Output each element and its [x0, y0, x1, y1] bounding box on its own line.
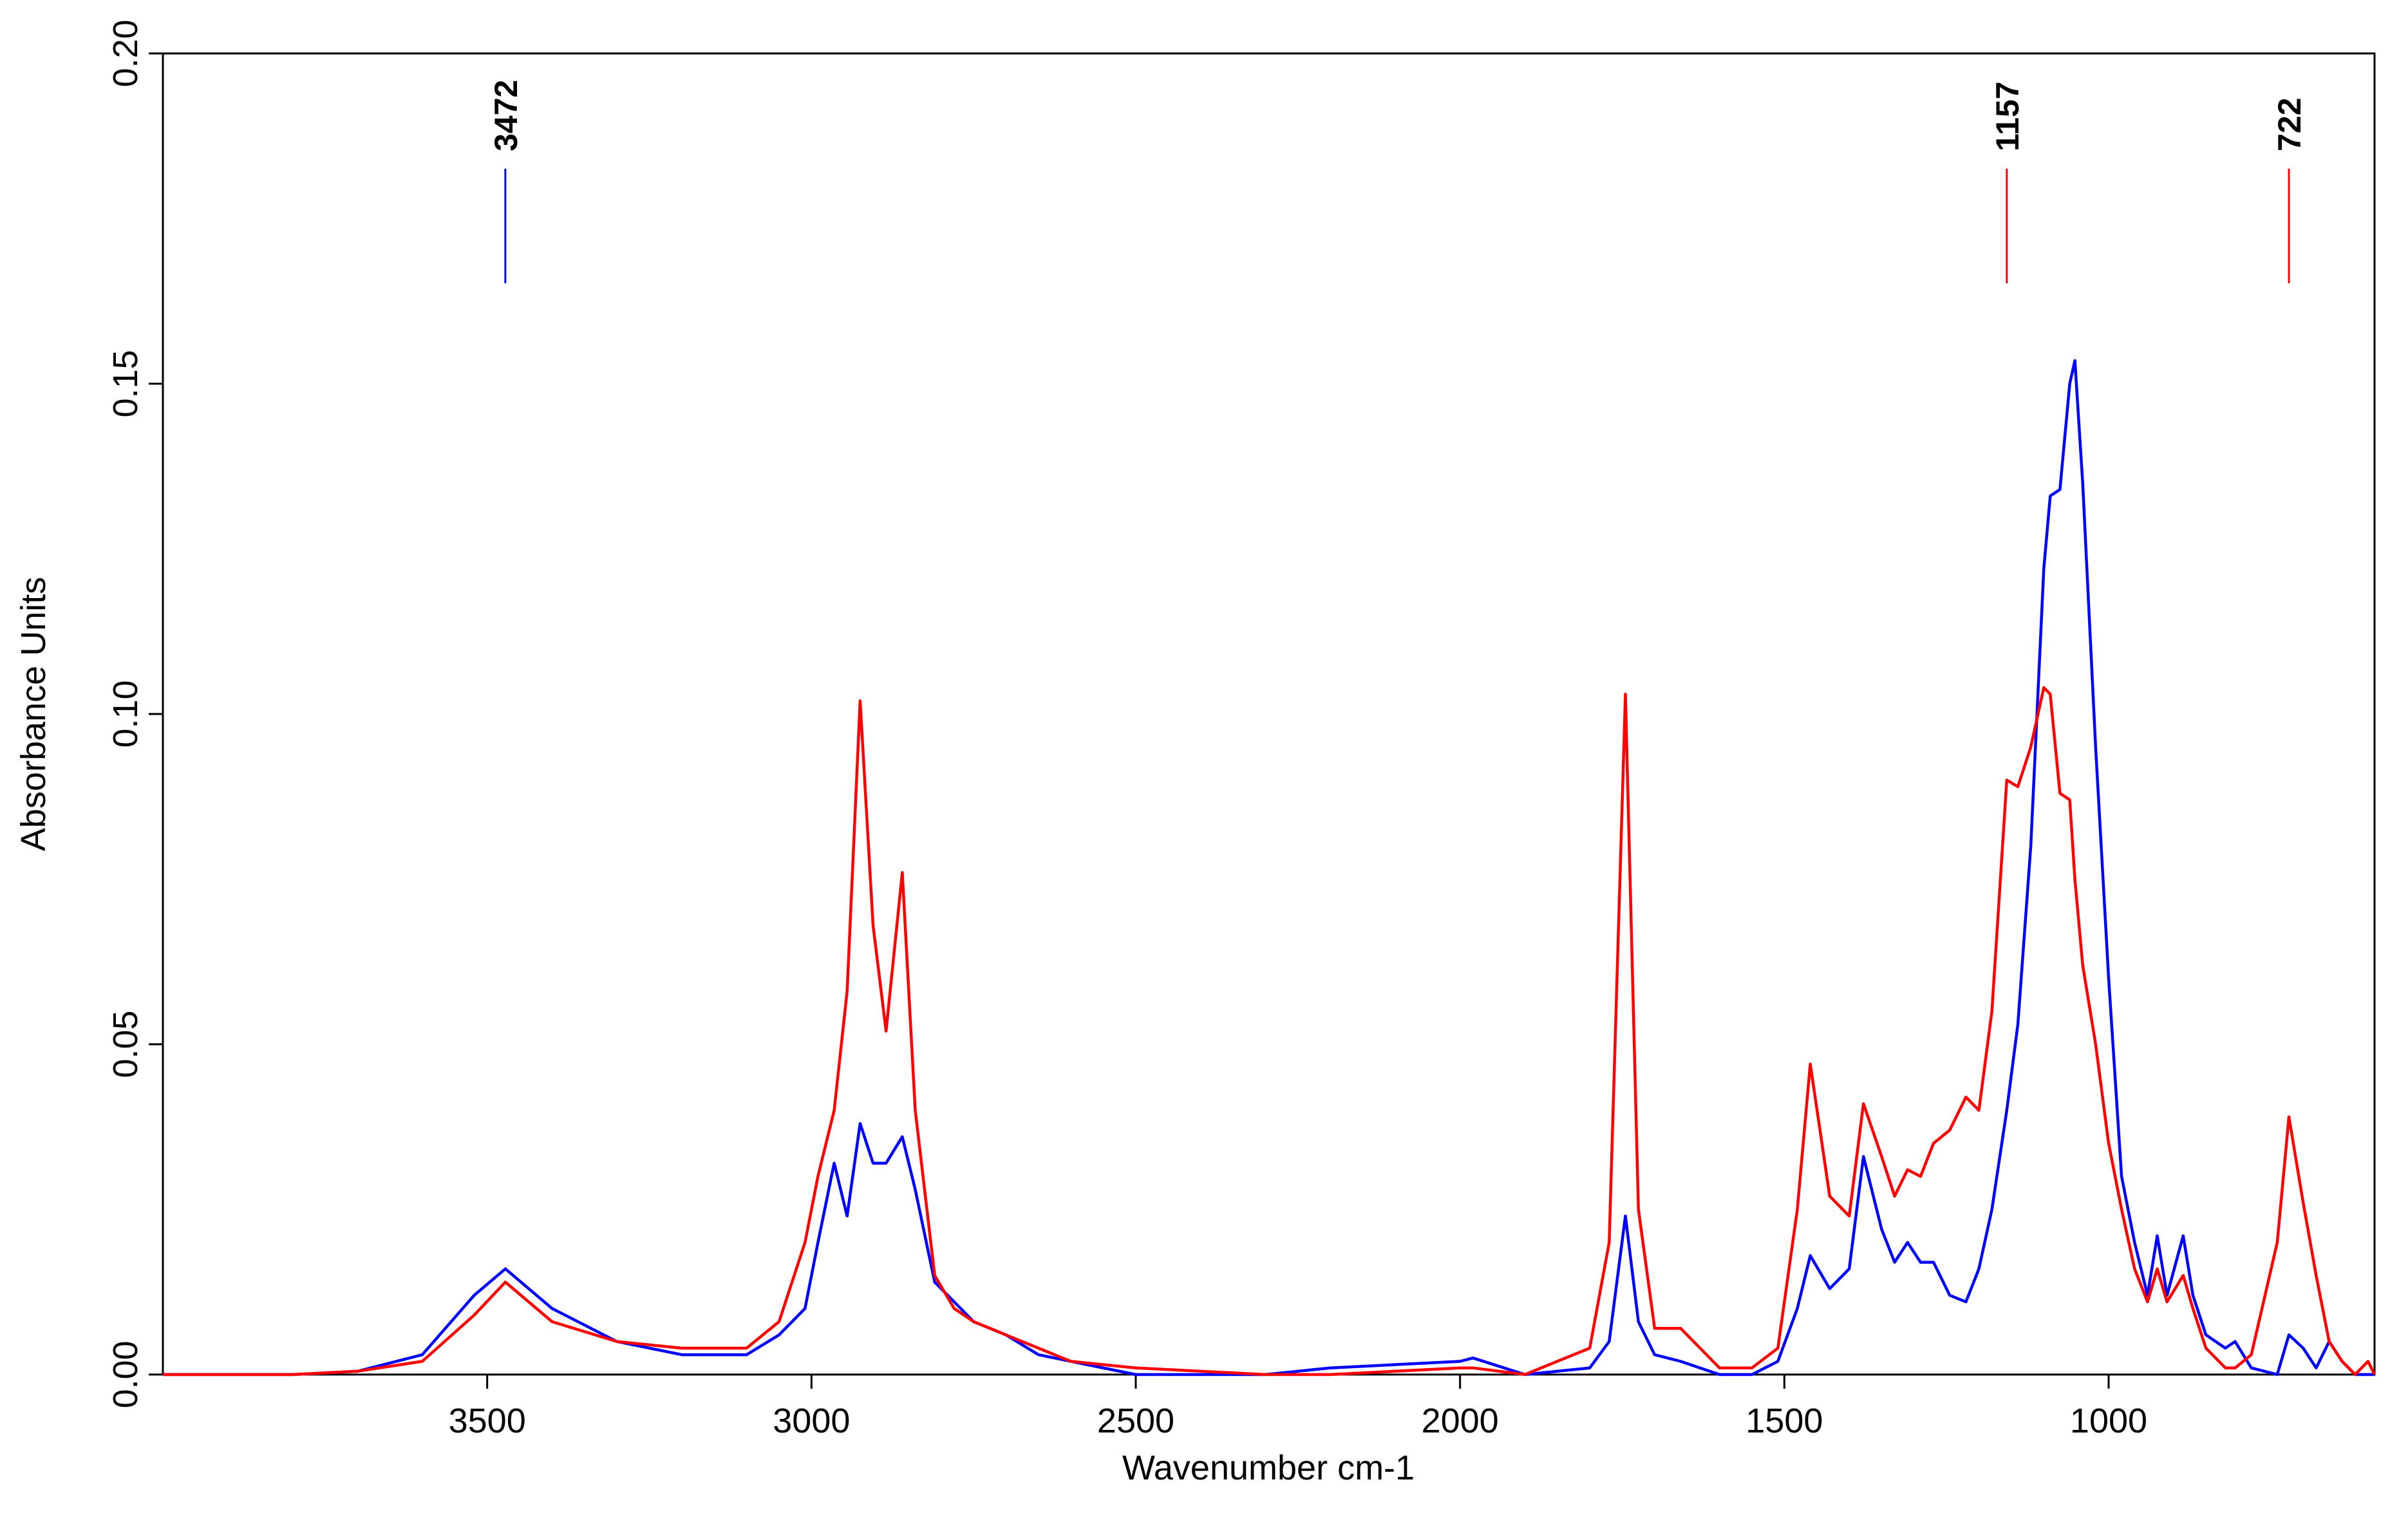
x-tick-label: 1000 — [2070, 1402, 2147, 1440]
y-tick-label: 0.10 — [106, 680, 145, 747]
y-tick-label: 0.20 — [106, 19, 145, 87]
peak-label: 1157 — [1990, 82, 2026, 151]
y-tick-label: 0.15 — [106, 350, 145, 417]
peak-label: 3472 — [488, 80, 524, 151]
peak-label: 722 — [2272, 98, 2308, 151]
x-tick-label: 3500 — [449, 1402, 526, 1440]
spectrum-line — [163, 359, 2375, 1376]
y-tick-label: 0.05 — [106, 1010, 145, 1078]
x-tick-label: 3000 — [773, 1402, 850, 1440]
plot-frame — [162, 52, 2376, 1376]
x-tick-label: 2500 — [1097, 1402, 1174, 1440]
x-tick-label: 2000 — [1422, 1402, 1499, 1440]
spectrum-line — [163, 686, 2376, 1376]
y-tick-label: 0.00 — [106, 1340, 145, 1408]
x-axis-title: Wavenumber cm-1 — [1122, 1449, 1415, 1487]
y-axis-title: Absorbance Units — [14, 577, 53, 851]
x-tick-label: 1500 — [1745, 1402, 1823, 1440]
